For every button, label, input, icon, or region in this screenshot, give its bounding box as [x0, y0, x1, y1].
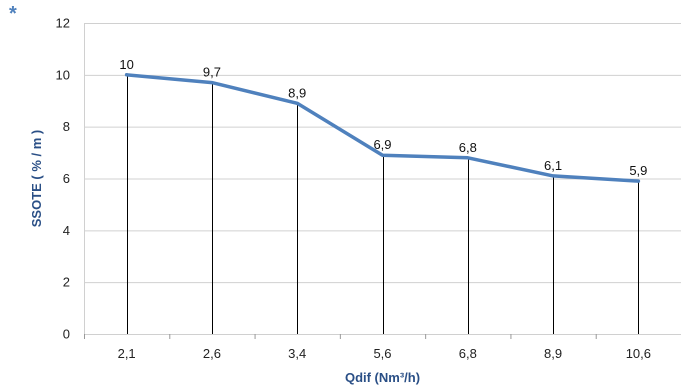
y-tick-label: 12	[56, 16, 70, 31]
data-labels: 10 9,7 8,9 6,9 6,8 6,1 5,9	[119, 57, 647, 178]
y-axis-title: SSOTE ( % / m )	[29, 130, 44, 228]
x-tick-label: 6,8	[459, 346, 477, 361]
series	[124, 73, 641, 183]
x-tick-label: 5,6	[373, 346, 391, 361]
asterisk-marker: *	[9, 3, 17, 25]
y-tick-label: 8	[63, 119, 70, 134]
x-tick-label: 3,4	[288, 346, 306, 361]
y-tick-label: 0	[63, 327, 70, 342]
x-tick-label: 2,6	[203, 346, 221, 361]
x-tick-label: 2,1	[118, 346, 136, 361]
data-label: 6,9	[373, 137, 391, 152]
data-label: 6,1	[544, 158, 562, 173]
data-label: 5,9	[629, 163, 647, 178]
y-tick-label: 6	[63, 171, 70, 186]
data-label: 9,7	[203, 65, 221, 80]
drop-lines	[127, 74, 639, 334]
y-tick-label: 2	[63, 275, 70, 290]
gridlines	[84, 23, 681, 339]
data-label: 10	[119, 57, 133, 72]
y-tick-label: 4	[63, 223, 70, 238]
x-tick-labels: 2,1 2,6 3,4 5,6 6,8 8,9 10,6	[118, 346, 651, 361]
y-tick-labels: 0 2 4 6 8 10 12	[56, 16, 70, 342]
data-label: 6,8	[459, 140, 477, 155]
x-tick-label: 10,6	[626, 346, 651, 361]
x-tick-label: 8,9	[544, 346, 562, 361]
series-line	[124, 73, 641, 183]
y-tick-label: 10	[56, 67, 70, 82]
data-label: 8,9	[288, 85, 306, 100]
x-axis-title: Qdif (Nm³/h)	[345, 370, 420, 385]
